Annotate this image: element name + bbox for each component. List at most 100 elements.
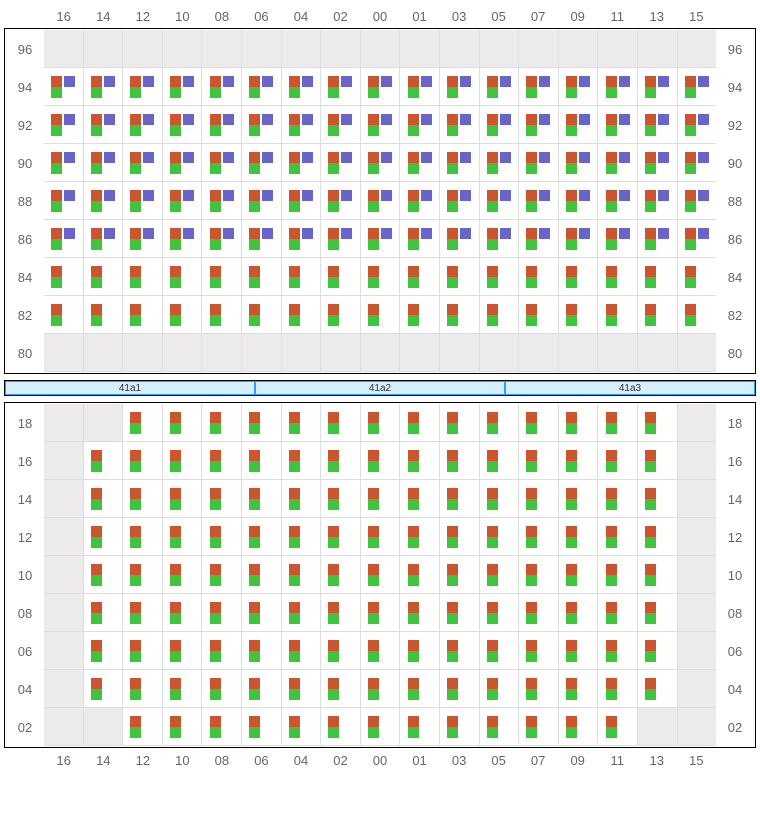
slot-cell bbox=[559, 68, 599, 106]
status-marker-green bbox=[606, 537, 617, 548]
empty-cell bbox=[84, 334, 124, 372]
slot-cell bbox=[282, 518, 322, 556]
slot-cell bbox=[282, 670, 322, 708]
status-marker-orange bbox=[526, 152, 537, 163]
status-marker-green bbox=[408, 125, 419, 136]
status-marker-orange bbox=[526, 640, 537, 651]
status-marker-green bbox=[685, 201, 696, 212]
status-marker-orange bbox=[447, 526, 458, 537]
column-label: 12 bbox=[123, 9, 163, 24]
slot-cell bbox=[242, 258, 282, 296]
status-marker-orange bbox=[566, 266, 577, 277]
status-marker-green bbox=[606, 613, 617, 624]
status-marker-green bbox=[447, 461, 458, 472]
status-marker-orange bbox=[328, 716, 339, 727]
slot-cell bbox=[44, 220, 84, 258]
status-marker-green bbox=[368, 613, 379, 624]
slot-cell bbox=[163, 670, 203, 708]
status-marker-green bbox=[368, 461, 379, 472]
status-marker-green bbox=[566, 727, 577, 738]
status-marker-orange bbox=[408, 304, 419, 315]
status-marker-green bbox=[130, 163, 141, 174]
status-marker-green bbox=[210, 727, 221, 738]
status-marker-purple bbox=[460, 190, 471, 201]
status-marker-green bbox=[645, 651, 656, 662]
status-marker-purple bbox=[183, 152, 194, 163]
status-marker-green bbox=[447, 239, 458, 250]
row-label-right: 06 bbox=[716, 632, 754, 670]
status-marker-orange bbox=[645, 412, 656, 423]
slot-cell bbox=[321, 670, 361, 708]
slot-cell bbox=[559, 106, 599, 144]
status-marker-green bbox=[526, 315, 537, 326]
slot-cell bbox=[638, 632, 678, 670]
slot-cell bbox=[123, 670, 163, 708]
column-label: 03 bbox=[439, 753, 479, 768]
empty-cell bbox=[242, 30, 282, 68]
slot-cell bbox=[638, 480, 678, 518]
status-marker-green bbox=[249, 163, 260, 174]
status-marker-green bbox=[447, 87, 458, 98]
status-marker-orange bbox=[368, 602, 379, 613]
slot-cell bbox=[163, 518, 203, 556]
status-marker-green bbox=[566, 125, 577, 136]
slot-cell bbox=[202, 182, 242, 220]
empty-cell bbox=[123, 30, 163, 68]
slot-cell bbox=[321, 68, 361, 106]
row-label-right: 84 bbox=[716, 258, 754, 296]
slot-cell bbox=[282, 632, 322, 670]
status-marker-purple bbox=[104, 114, 115, 125]
status-marker-green bbox=[606, 201, 617, 212]
row-label-left: 10 bbox=[6, 556, 44, 594]
status-marker-green bbox=[130, 651, 141, 662]
status-marker-green bbox=[368, 125, 379, 136]
slot-cell bbox=[559, 518, 599, 556]
slot-cell bbox=[242, 632, 282, 670]
slot-cell bbox=[361, 182, 401, 220]
column-label: 10 bbox=[163, 753, 203, 768]
slot-cell bbox=[440, 594, 480, 632]
status-marker-green bbox=[606, 315, 617, 326]
status-marker-green bbox=[91, 689, 102, 700]
status-marker-purple bbox=[104, 228, 115, 239]
status-marker-purple bbox=[658, 114, 669, 125]
slot-cell bbox=[519, 480, 559, 518]
row-label-left: 02 bbox=[6, 708, 44, 746]
status-marker-green bbox=[289, 125, 300, 136]
status-marker-purple bbox=[104, 190, 115, 201]
status-marker-green bbox=[289, 277, 300, 288]
empty-cell bbox=[44, 708, 84, 746]
status-marker-green bbox=[526, 651, 537, 662]
empty-cell bbox=[638, 708, 678, 746]
status-marker-green bbox=[447, 575, 458, 586]
empty-cell bbox=[678, 670, 717, 708]
status-marker-purple bbox=[262, 190, 273, 201]
status-marker-green bbox=[91, 277, 102, 288]
status-marker-orange bbox=[289, 152, 300, 163]
status-marker-green bbox=[328, 315, 339, 326]
status-marker-green bbox=[487, 689, 498, 700]
status-marker-green bbox=[249, 613, 260, 624]
slot-cell bbox=[202, 594, 242, 632]
slot-cell bbox=[519, 442, 559, 480]
status-marker-green bbox=[328, 87, 339, 98]
slot-cell bbox=[242, 144, 282, 182]
status-marker-green bbox=[249, 423, 260, 434]
status-marker-orange bbox=[368, 152, 379, 163]
status-marker-orange bbox=[170, 412, 181, 423]
empty-cell bbox=[519, 30, 559, 68]
status-marker-green bbox=[408, 277, 419, 288]
status-marker-green bbox=[91, 125, 102, 136]
empty-cell bbox=[678, 518, 717, 556]
status-marker-green bbox=[566, 423, 577, 434]
status-marker-orange bbox=[408, 450, 419, 461]
status-marker-orange bbox=[130, 76, 141, 87]
empty-cell bbox=[84, 404, 124, 442]
status-marker-orange bbox=[447, 564, 458, 575]
status-marker-green bbox=[91, 575, 102, 586]
slot-cell bbox=[400, 296, 440, 334]
status-marker-green bbox=[685, 315, 696, 326]
slot-cell bbox=[202, 258, 242, 296]
slot-cell bbox=[400, 442, 440, 480]
status-marker-orange bbox=[526, 526, 537, 537]
